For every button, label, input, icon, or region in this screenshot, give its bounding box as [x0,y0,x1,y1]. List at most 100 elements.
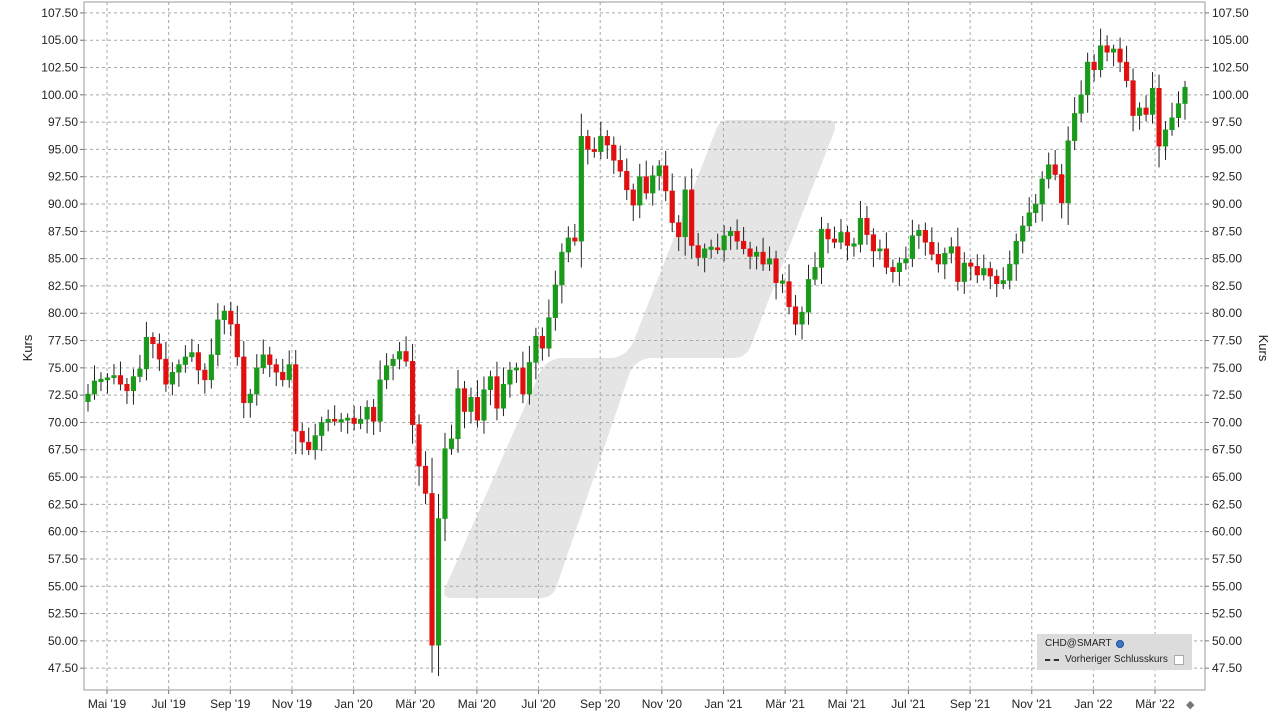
candle-up [286,364,292,381]
candle-up [708,246,714,250]
candle-down [156,343,162,360]
y-tick-label-left: 95.00 [48,142,78,156]
candle-up [377,379,383,422]
candle-down [195,352,201,371]
y-tick-label-right: 52.50 [1212,607,1242,621]
candle-down [611,144,617,161]
candle-up [838,232,844,243]
candle-down [202,369,208,381]
candle-down [539,335,545,349]
candle-down [747,248,753,257]
candle-up [319,422,325,436]
candle-up [779,280,786,284]
candle-up [338,419,344,423]
candle-down [124,383,130,392]
candle-up [111,375,117,378]
candle-down [280,371,286,381]
candle-up [728,231,734,236]
y-tick-label-left: 55.00 [48,579,78,593]
y-tick-label-right: 87.50 [1212,224,1242,238]
candle-down [474,397,481,421]
candle-up [208,354,214,381]
y-tick-label-left: 65.00 [48,470,78,484]
candle-down [591,149,597,152]
y-tick-label-left: 107.50 [41,6,78,20]
y-tick-label-left: 87.50 [48,224,78,238]
y-tick-label-right: 60.00 [1212,525,1242,539]
candle-up [656,165,662,176]
plot-border [83,1,1206,691]
x-axis: Mai '19 Jul '19 Sep '19 Nov '19 Jan '20 Mär '… [88,690,1175,711]
globe-icon[interactable] [1115,639,1124,648]
candle-up [1000,280,1006,285]
candle-up [1078,94,1084,114]
candle-down [332,418,338,422]
candle-up [578,136,584,242]
candle-up [468,397,474,412]
y-tick-label-left: 105.00 [41,33,78,47]
y-axis-left: 47.50 50.00 52.50 55.00 57.50 60.00 62.50 65.00… [41,6,84,675]
y-tick-label-left: 72.50 [48,388,78,402]
y-tick-label-right: 95.00 [1212,142,1242,156]
candle-down [416,424,422,467]
y-tick-label-right: 67.50 [1212,443,1242,457]
candle-up [1149,88,1156,115]
candle-down [624,171,630,191]
candle-down [403,351,409,362]
candle-down [604,136,610,146]
candle-down [935,254,941,265]
candle-up [948,246,954,254]
x-tick-label: Jul '19 [151,697,186,711]
candle-up [189,352,195,358]
candle-up [903,258,909,264]
y-tick-label-right: 77.50 [1212,334,1242,348]
candle-up [916,229,922,236]
candle-down [987,268,993,277]
y-axis-right: 47.50 50.00 52.50 55.00 57.50 60.00 62.50 65.00… [1205,6,1249,675]
candle-down [299,430,305,443]
candle-down [922,229,928,243]
candle-up [533,335,539,363]
candle-down [955,246,961,282]
y-tick-label-left: 77.50 [48,334,78,348]
candle-down [663,165,669,192]
candle-up [85,393,91,402]
candle-down [1130,80,1136,116]
candle-down [786,281,792,307]
x-tick-label: Nov '20 [642,697,683,711]
y-tick-label-left: 50.00 [48,634,78,648]
prev-close-checkbox[interactable] [1173,654,1184,665]
y-tick-label-right: 82.50 [1212,279,1242,293]
y-tick-label-right: 55.00 [1212,579,1242,593]
y-tick-label-right: 107.50 [1212,6,1249,20]
scroll-handle-icon[interactable]: ◆ [1186,699,1195,711]
x-tick-label: Jul '20 [521,697,556,711]
x-tick-label: Mär '20 [395,697,435,711]
x-tick-label: Mai '20 [458,697,497,711]
y-tick-label-left: 52.50 [48,607,78,621]
candle-down [994,275,1000,285]
y-tick-label-left: 85.00 [48,252,78,266]
candle-down [273,364,279,373]
candle-up [702,248,708,258]
candle-down [968,262,974,267]
y-tick-label-right: 75.00 [1212,361,1242,375]
candle-up [942,252,948,265]
candle-up [254,367,260,395]
candle-up [345,417,351,421]
candle-up [143,337,150,370]
x-tick-label: Mär '22 [1135,697,1175,711]
y-tick-label-right: 50.00 [1212,634,1242,648]
candle-down [1143,107,1149,115]
y-tick-label-right: 90.00 [1212,197,1242,211]
candle-up [682,189,688,238]
candle-up [1111,48,1117,53]
candle-up [1162,129,1169,147]
x-tick-label: Mai '19 [88,697,127,711]
candle-down [974,266,980,276]
candle-up [1033,203,1039,214]
candle-up [448,438,455,449]
candle-up [877,248,883,252]
candle-up [390,358,396,366]
